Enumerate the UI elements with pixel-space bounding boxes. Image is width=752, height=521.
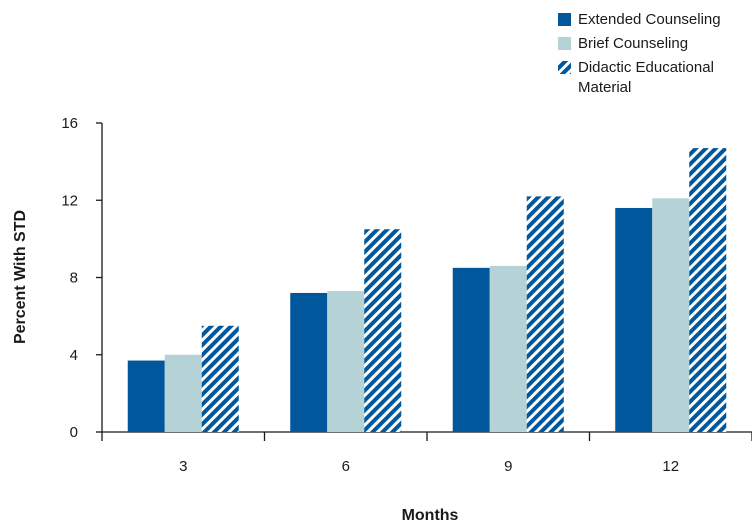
- legend-swatch-brief-counseling: [558, 37, 571, 50]
- y-tick-label-12: 12: [61, 192, 78, 209]
- bar-brief-counseling-12: [652, 198, 690, 432]
- x-tick-label-6: 6: [342, 458, 350, 475]
- x-tick-label-3: 3: [179, 458, 187, 475]
- legend: Extended Counseling Brief Counseling Didac…: [558, 11, 721, 96]
- bar-brief-counseling-9: [489, 265, 527, 432]
- x-tick-label-9: 9: [504, 458, 512, 475]
- bar-brief-counseling-6: [327, 291, 365, 432]
- legend-label-extended-counseling: Extended Counseling: [578, 11, 721, 28]
- bar-didactic-educational-material-3: [201, 325, 239, 432]
- bar-didactic-educational-material-12: [689, 148, 727, 432]
- y-axis-title: Percent With STD: [12, 210, 29, 344]
- legend-swatch-didactic-educational-material: [558, 61, 571, 74]
- bar-extended-counseling-6: [290, 292, 328, 432]
- bar-extended-counseling-3: [127, 360, 165, 432]
- y-axis: 0 4 8 12 16: [61, 115, 103, 441]
- legend-label-didactic-educational-material: Didactic Educational Material: [578, 59, 714, 96]
- legend-swatch-extended-counseling: [558, 13, 571, 26]
- legend-label-brief-counseling: Brief Counseling: [578, 35, 688, 52]
- x-tick-label-12: 12: [662, 458, 679, 475]
- y-tick-label-4: 4: [70, 347, 78, 364]
- y-tick-label-8: 8: [70, 270, 78, 287]
- bars: [127, 148, 727, 432]
- bar-didactic-educational-material-6: [364, 229, 402, 432]
- bar-extended-counseling-12: [615, 207, 653, 432]
- x-axis-title: Months: [402, 507, 459, 521]
- bar-didactic-educational-material-9: [526, 196, 564, 432]
- bar-brief-counseling-3: [164, 354, 202, 432]
- x-axis: 3 6 9 12: [101, 431, 752, 475]
- bar-extended-counseling-9: [452, 267, 490, 432]
- y-tick-label-16: 16: [61, 115, 78, 132]
- y-tick-label-0: 0: [70, 424, 78, 441]
